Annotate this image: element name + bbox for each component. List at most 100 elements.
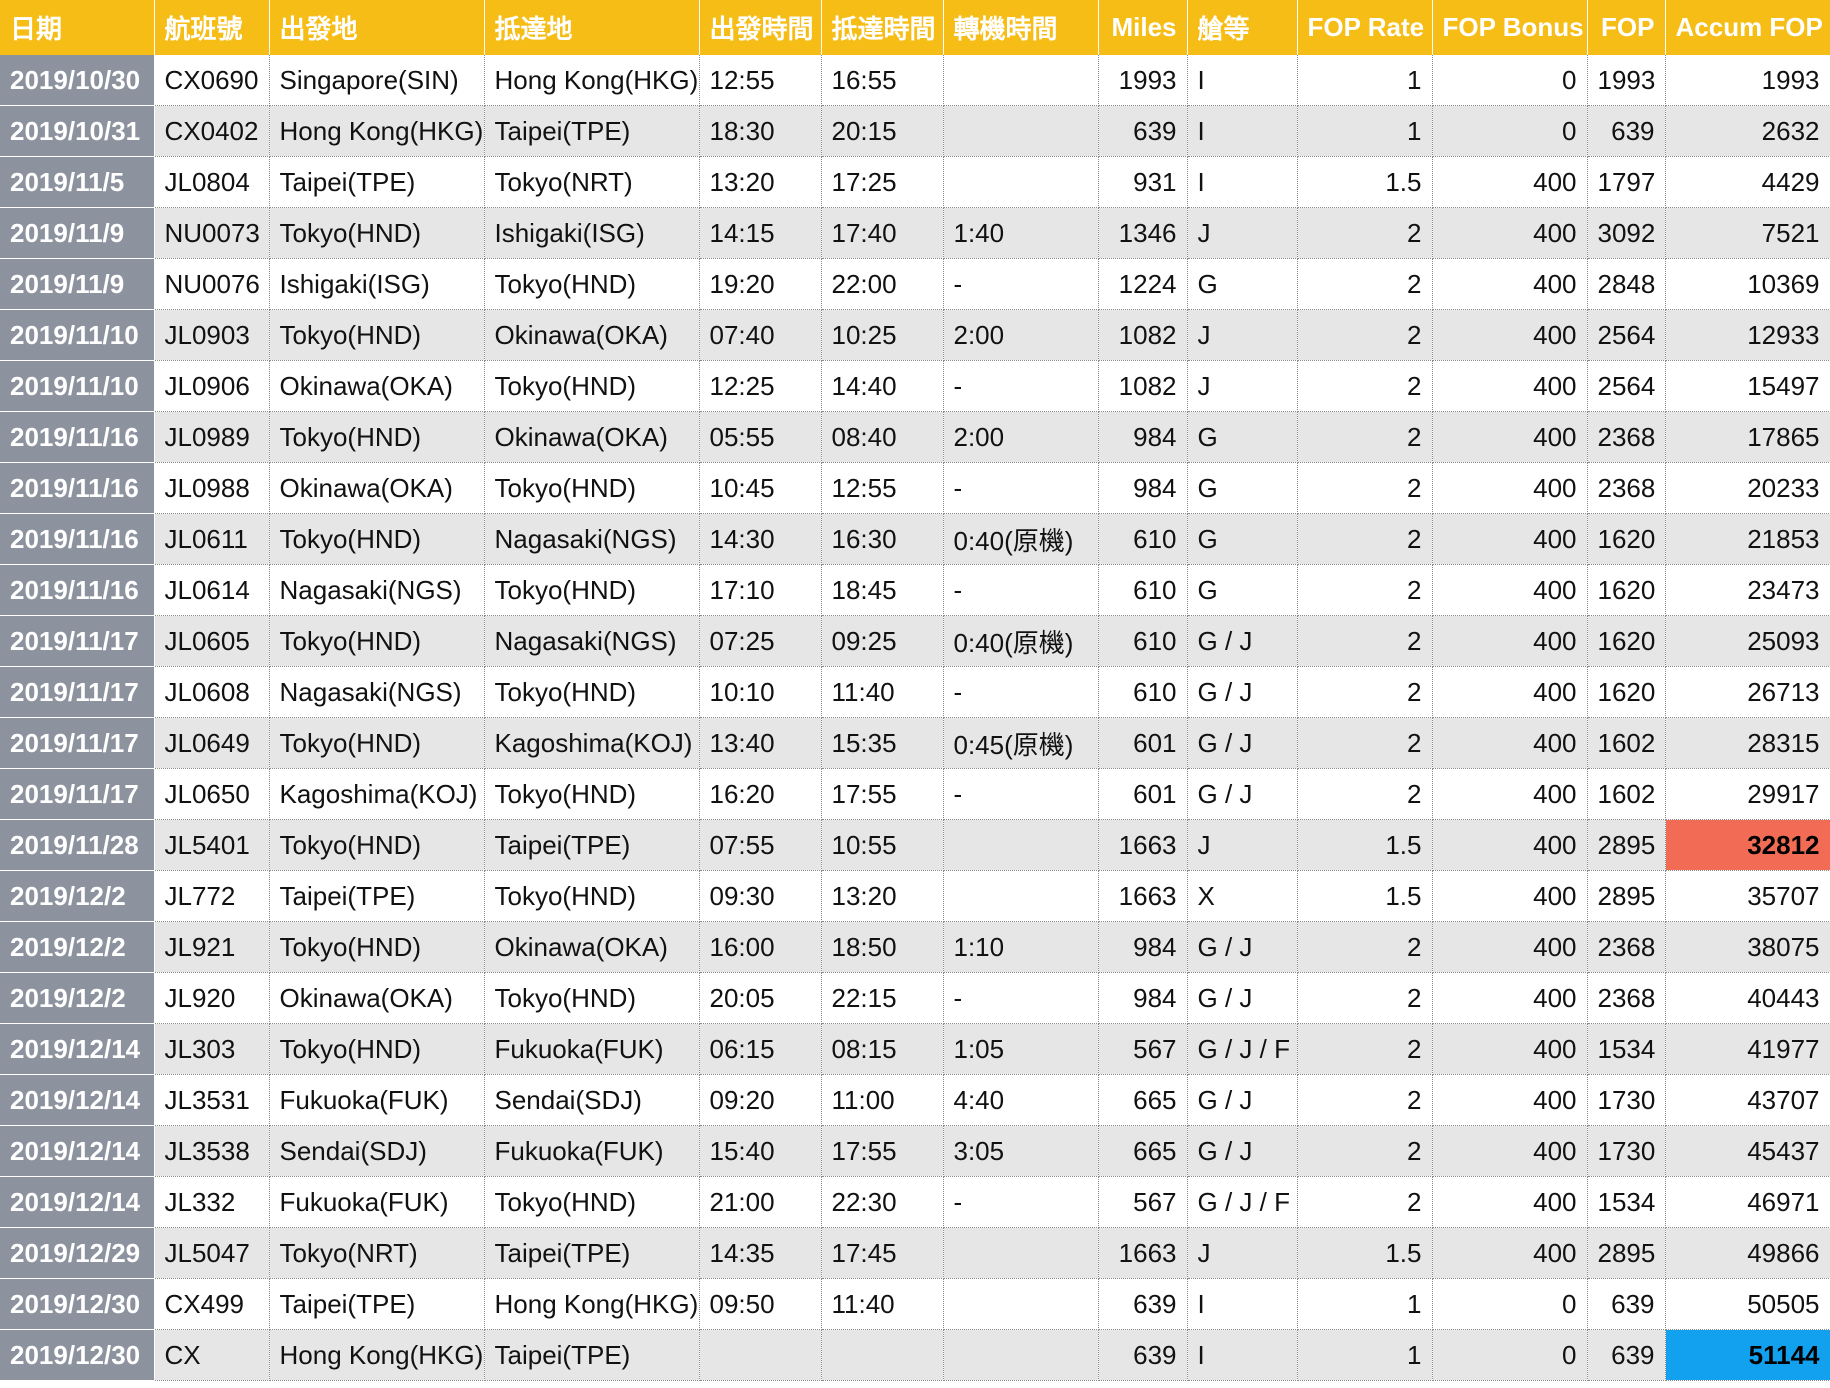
cell-arrive-time: 17:55 (821, 768, 944, 820)
cell-accum-fop: 28315 (1665, 717, 1830, 769)
cell-accum-fop: 38075 (1665, 921, 1830, 973)
cell-flight-no: JL0988 (154, 462, 270, 514)
cell-fop: 639 (1587, 1278, 1666, 1330)
cell-flight-no: JL921 (154, 921, 270, 973)
cell-flight-no: JL3538 (154, 1125, 270, 1177)
cell-transfer-time (943, 55, 1099, 106)
header-date: 日期 (0, 0, 155, 55)
cell-miles: 610 (1098, 513, 1188, 565)
cell-fop-rate: 2 (1297, 1125, 1433, 1177)
cell-accum-fop: 40443 (1665, 972, 1830, 1024)
table-row: 2019/12/14 JL3531 Fukuoka(FUK) Sendai(SDJ) 0… (0, 1074, 1830, 1126)
cell-fop: 2895 (1587, 1227, 1666, 1279)
cell-miles: 1082 (1098, 309, 1188, 361)
cell-depart-time: 09:30 (699, 870, 822, 922)
cell-fop-bonus: 400 (1432, 462, 1588, 514)
header-fop-rate: FOP Rate (1297, 0, 1433, 55)
cell-miles: 1224 (1098, 258, 1188, 310)
cell-date: 2019/11/10 (0, 360, 155, 412)
cell-destination: Tokyo(HND) (484, 870, 700, 922)
cell-fop-rate: 2 (1297, 666, 1433, 718)
cell-miles: 639 (1098, 1278, 1188, 1330)
cell-accum-fop: 12933 (1665, 309, 1830, 361)
cell-arrive-time: 17:25 (821, 156, 944, 208)
cell-fop-rate: 1.5 (1297, 870, 1433, 922)
cell-fop-bonus: 400 (1432, 1125, 1588, 1177)
cell-miles: 665 (1098, 1074, 1188, 1126)
cell-cabin-class: G / J (1187, 1125, 1298, 1177)
cell-fop-rate: 1 (1297, 1329, 1433, 1381)
header-arrive-time: 抵達時間 (821, 0, 944, 55)
cell-arrive-time: 11:40 (821, 666, 944, 718)
cell-date: 2019/11/17 (0, 717, 155, 769)
cell-cabin-class: G / J / F (1187, 1023, 1298, 1075)
cell-transfer-time (943, 819, 1099, 871)
cell-date: 2019/12/29 (0, 1227, 155, 1279)
cell-cabin-class: G (1187, 462, 1298, 514)
cell-cabin-class: G / J (1187, 768, 1298, 820)
cell-cabin-class: J (1187, 819, 1298, 871)
cell-transfer-time: 2:00 (943, 411, 1099, 463)
cell-transfer-time: 3:05 (943, 1125, 1099, 1177)
cell-fop: 1620 (1587, 513, 1666, 565)
cell-origin: Tokyo(NRT) (269, 1227, 485, 1279)
cell-arrive-time: 22:30 (821, 1176, 944, 1228)
cell-accum-fop: 32812 (1665, 819, 1830, 871)
table-row: 2019/11/28 JL5401 Tokyo(HND) Taipei(TPE) 07:… (0, 819, 1830, 871)
cell-accum-fop: 41977 (1665, 1023, 1830, 1075)
cell-flight-no: CX499 (154, 1278, 270, 1330)
cell-destination: Fukuoka(FUK) (484, 1023, 700, 1075)
cell-accum-fop: 20233 (1665, 462, 1830, 514)
cell-date: 2019/11/10 (0, 309, 155, 361)
cell-cabin-class: I (1187, 55, 1298, 106)
cell-transfer-time: - (943, 768, 1099, 820)
cell-cabin-class: G / J / F (1187, 1176, 1298, 1228)
cell-fop-bonus: 400 (1432, 717, 1588, 769)
cell-transfer-time: - (943, 1176, 1099, 1228)
cell-arrive-time: 11:00 (821, 1074, 944, 1126)
cell-miles: 1663 (1098, 870, 1188, 922)
cell-flight-no: CX (154, 1329, 270, 1381)
cell-fop: 1730 (1587, 1125, 1666, 1177)
cell-date: 2019/12/30 (0, 1329, 155, 1381)
cell-depart-time: 09:20 (699, 1074, 822, 1126)
cell-arrive-time: 13:20 (821, 870, 944, 922)
cell-destination: Tokyo(HND) (484, 1176, 700, 1228)
cell-arrive-time: 16:55 (821, 55, 944, 106)
cell-transfer-time: 0:40(原機) (943, 513, 1099, 565)
cell-accum-fop: 17865 (1665, 411, 1830, 463)
cell-date: 2019/12/14 (0, 1125, 155, 1177)
cell-transfer-time: - (943, 972, 1099, 1024)
header-row: 日期 航班號 出發地 抵達地 出發時間 抵達時間 轉機時間 Miles 艙等 F… (0, 0, 1830, 55)
cell-arrive-time: 18:50 (821, 921, 944, 973)
header-fop-bonus: FOP Bonus (1432, 0, 1588, 55)
cell-flight-no: JL3531 (154, 1074, 270, 1126)
cell-miles: 1082 (1098, 360, 1188, 412)
cell-flight-no: JL0608 (154, 666, 270, 718)
cell-fop-rate: 1.5 (1297, 156, 1433, 208)
cell-miles: 610 (1098, 666, 1188, 718)
cell-depart-time: 07:25 (699, 615, 822, 667)
table-row: 2019/12/2 JL921 Tokyo(HND) Okinawa(OKA) 16:0… (0, 921, 1830, 973)
cell-date: 2019/11/17 (0, 615, 155, 667)
cell-destination: Hong Kong(HKG) (484, 1278, 700, 1330)
cell-accum-fop: 50505 (1665, 1278, 1830, 1330)
cell-destination: Okinawa(OKA) (484, 921, 700, 973)
cell-fop-rate: 2 (1297, 717, 1433, 769)
cell-fop-bonus: 400 (1432, 156, 1588, 208)
cell-date: 2019/10/31 (0, 105, 155, 157)
cell-arrive-time: 10:25 (821, 309, 944, 361)
cell-miles: 984 (1098, 411, 1188, 463)
cell-depart-time: 07:55 (699, 819, 822, 871)
cell-miles: 610 (1098, 615, 1188, 667)
cell-transfer-time: 2:00 (943, 309, 1099, 361)
header-depart-time: 出發時間 (699, 0, 822, 55)
cell-fop-bonus: 400 (1432, 411, 1588, 463)
cell-cabin-class: G (1187, 564, 1298, 616)
cell-fop-rate: 2 (1297, 462, 1433, 514)
table-row: 2019/12/2 JL772 Taipei(TPE) Tokyo(HND) 09:30… (0, 870, 1830, 922)
cell-date: 2019/11/5 (0, 156, 155, 208)
cell-fop-rate: 2 (1297, 972, 1433, 1024)
cell-origin: Kagoshima(KOJ) (269, 768, 485, 820)
cell-date: 2019/11/17 (0, 666, 155, 718)
